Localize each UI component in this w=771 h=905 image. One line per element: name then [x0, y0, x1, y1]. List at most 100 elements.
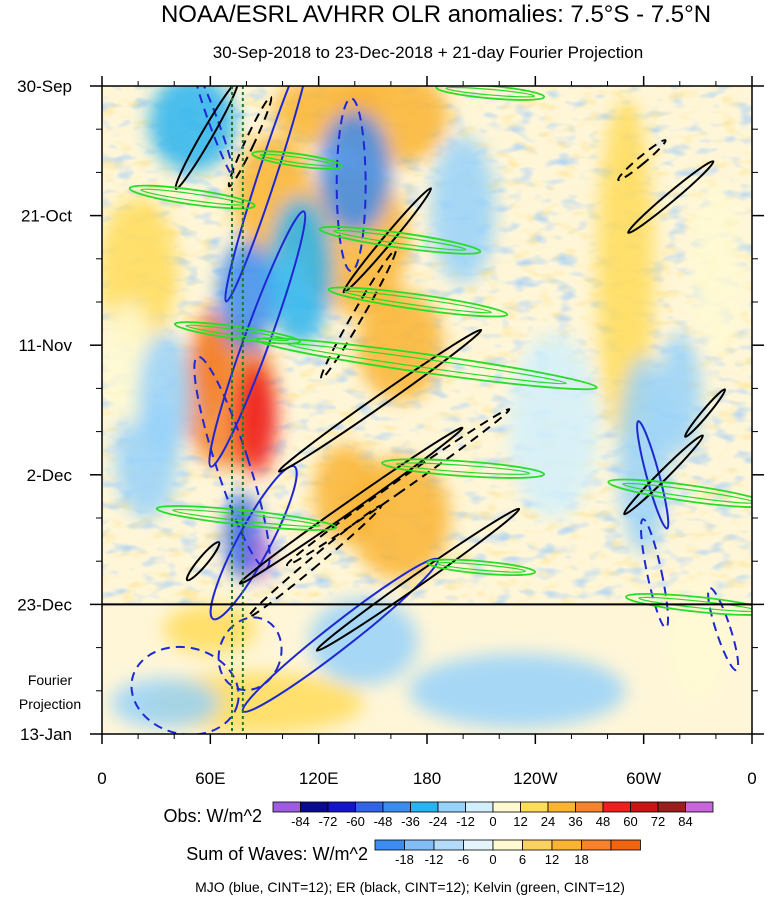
olr-anomaly-patch	[658, 332, 702, 457]
kelvin-contour-inner	[638, 596, 752, 613]
axes: 0 60E 120E 180 120W 60W 0 30-Sep 21-Oct 11-Nov 2-D…	[17, 76, 764, 788]
mjo-contour	[209, 465, 298, 621]
colorbar-tick-label: -18	[395, 852, 414, 867]
mjo-reference-lines	[231, 86, 244, 734]
olr-anomaly-field	[102, 86, 742, 734]
colorbar-swatch	[382, 801, 411, 813]
obs-colorbar-label: Obs: W/m^2	[164, 806, 262, 826]
kelvin-contour-inner	[396, 462, 531, 475]
colorbar-swatch	[433, 839, 464, 851]
colorbar-tick-label: 84	[678, 814, 692, 829]
colorbar-tick-label: 12	[545, 852, 559, 867]
colorbar-tick-label: 36	[568, 814, 582, 829]
mjo-contour	[193, 355, 271, 570]
chart-subtitle: 30-Sep-2018 to 23-Dec-2018 + 21-day Four…	[213, 43, 643, 62]
colorbar-tick-label: -24	[429, 814, 448, 829]
olr-anomaly-patch	[148, 86, 236, 173]
mjo-contour	[639, 518, 670, 629]
colorbar-swatch	[630, 801, 659, 813]
er-contour	[342, 187, 433, 294]
colorbar-swatch	[374, 839, 405, 851]
kelvin-contour-inner	[185, 324, 290, 342]
kelvin-contour	[426, 558, 537, 577]
er-contour	[174, 86, 239, 190]
kelvin-contour-inner	[344, 290, 492, 314]
er-contour	[285, 408, 511, 567]
kelvin-contour-inner	[172, 508, 321, 528]
colorbar-swatch	[581, 839, 612, 851]
colorbar-tick-label: -12	[425, 852, 444, 867]
er-contour	[247, 504, 383, 618]
kelvin-contour	[327, 286, 509, 318]
kelvin-contour	[607, 478, 752, 509]
olr-anomaly-patch	[111, 678, 220, 728]
kelvin-contour-inner	[445, 86, 536, 98]
wave-contours	[128, 86, 752, 734]
kelvin-contour	[251, 150, 343, 170]
er-contour	[277, 328, 483, 473]
kelvin-contour-inner	[333, 229, 467, 251]
kelvin-contour	[381, 458, 546, 479]
colorbar-tick-label: 60	[623, 814, 637, 829]
colorbar-swatch	[575, 801, 604, 813]
colorbar-swatch	[437, 801, 466, 813]
colorbar-tick-label: 12	[513, 814, 527, 829]
olr-anomaly-patch	[138, 332, 193, 457]
x-tick-label: 60E	[195, 769, 225, 788]
projection-label-line2: Projection	[19, 696, 81, 712]
colorbar-swatch	[492, 839, 523, 851]
mjo-contour	[130, 645, 240, 734]
chart-title: NOAA/ESRL AVHRR OLR anomalies: 7.5°S - 7…	[161, 1, 711, 28]
colorbar-swatch	[520, 801, 549, 813]
x-tick-label: 0	[97, 769, 106, 788]
er-contour	[185, 541, 221, 582]
colorbar-tick-label: 24	[541, 814, 555, 829]
colorbar-swatch	[657, 801, 686, 813]
y-tick-label: 30-Sep	[17, 77, 72, 96]
kelvin-contour	[318, 225, 482, 255]
colorbar-tick-label: -48	[374, 814, 393, 829]
colorbar-swatch	[300, 801, 329, 813]
colorbar-swatch	[547, 801, 576, 813]
colorbar-swatch	[272, 801, 301, 813]
kelvin-contour	[128, 184, 256, 210]
colorbar-tick-label: 0	[489, 852, 496, 867]
er-contour	[684, 388, 727, 438]
waves-colorbar: -18 -12 -6 0 6 12 18	[374, 839, 641, 867]
er-contour	[623, 434, 704, 516]
kelvin-contour	[155, 505, 338, 531]
colorbar-swatch	[551, 839, 582, 851]
er-contour	[315, 507, 521, 652]
er-contour	[238, 426, 464, 585]
olr-anomaly-patch	[268, 197, 334, 346]
colorbar-swatch	[404, 839, 435, 851]
colorbar-swatch	[492, 801, 521, 813]
x-tick-label: 180	[413, 769, 441, 788]
colorbar-tick-label: -60	[346, 814, 365, 829]
y-tick-label: 21-Oct	[21, 207, 72, 226]
wave-legend-text: MJO (blue, CINT=12); ER (black, CINT=12)…	[195, 879, 625, 895]
y-tick-label: 13-Jan	[20, 725, 72, 744]
obs-colorbar: -84 -72 -60 -48 -36 -24 -12 0 12 24 36 48 60 72 84	[272, 801, 714, 829]
mjo-contour	[707, 586, 740, 672]
colorbar-tick-label: -72	[319, 814, 338, 829]
colorbar-tick-label: -36	[401, 814, 420, 829]
colorbar-swatch	[685, 801, 714, 813]
colorbar-swatch	[522, 839, 553, 851]
colorbar-swatch	[602, 801, 631, 813]
colorbar-swatch	[610, 839, 641, 851]
y-tick-label: 11-Nov	[18, 336, 72, 355]
kelvin-contour	[256, 337, 598, 391]
colorbar-tick-label: -84	[291, 814, 310, 829]
colorbar-swatch	[463, 839, 494, 851]
mjo-contour	[224, 86, 312, 303]
er-contour	[627, 160, 715, 234]
x-tick-label: 60W	[626, 769, 661, 788]
mjo-contour	[193, 86, 235, 177]
colorbar-tick-label: 0	[489, 814, 496, 829]
waves-colorbar-label: Sum of Waves: W/m^2	[186, 844, 368, 864]
colorbar-tick-label: 72	[651, 814, 665, 829]
er-contour	[227, 95, 273, 188]
x-tick-label: 120W	[513, 769, 557, 788]
